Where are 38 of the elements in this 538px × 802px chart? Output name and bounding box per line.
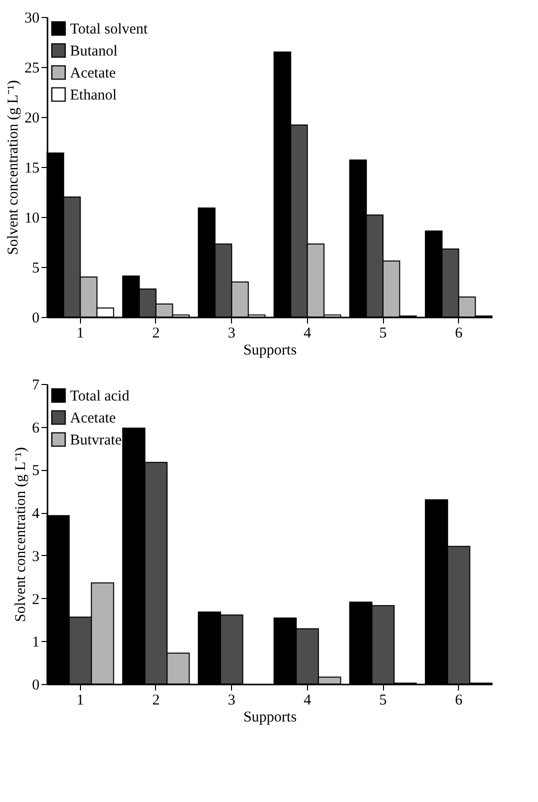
legend-label: Acetate xyxy=(70,66,116,82)
y-tick-label: 2 xyxy=(32,592,40,608)
x-tick-label: 5 xyxy=(379,692,387,708)
x-tick-label: 1 xyxy=(76,326,84,342)
x-axis-title: Supports xyxy=(243,342,297,358)
legend-label: Butvrate xyxy=(70,432,122,448)
y-axis-title: Solvent concentration (g L⁻¹) xyxy=(13,447,29,622)
y-tick-label: 1 xyxy=(32,634,40,651)
x-tick-label: 6 xyxy=(454,326,463,342)
y-tick-label: 20 xyxy=(24,110,40,126)
x-tick-label: 2 xyxy=(152,692,160,708)
y-tick-label: 25 xyxy=(24,60,40,76)
y-tick-label: 7 xyxy=(32,378,40,394)
y-tick-label: 0 xyxy=(32,678,40,694)
x-tick-label: 5 xyxy=(379,326,387,342)
y-tick-label: 0 xyxy=(32,310,40,326)
x-tick-label: 4 xyxy=(304,692,312,708)
x-axis-title: Supports xyxy=(243,710,297,726)
y-axis-title: Solvent concentration (g L⁻¹) xyxy=(6,80,22,255)
x-tick-label: 1 xyxy=(76,692,84,708)
legend-label: Acetate xyxy=(70,410,116,426)
y-tick-label: 5 xyxy=(32,260,40,276)
y-tick-label: 10 xyxy=(24,210,40,226)
x-tick-label: 3 xyxy=(228,692,236,708)
x-tick-label: 2 xyxy=(152,326,160,342)
x-tick-label: 6 xyxy=(454,692,463,708)
legend-label: Total solvent xyxy=(70,22,149,38)
y-tick-label: 3 xyxy=(32,548,40,565)
y-tick-label: 4 xyxy=(32,506,40,522)
legend-label: Ethanol xyxy=(70,88,117,104)
legend-label: Butanol xyxy=(70,44,118,60)
y-tick-label: 30 xyxy=(24,10,40,26)
x-tick-label: 3 xyxy=(228,326,236,342)
y-tick-label: 15 xyxy=(24,160,40,176)
y-tick-label: 6 xyxy=(32,420,40,436)
legend-label: Total acid xyxy=(70,388,130,404)
y-tick-label: 5 xyxy=(32,463,40,480)
x-tick-label: 4 xyxy=(304,326,312,342)
